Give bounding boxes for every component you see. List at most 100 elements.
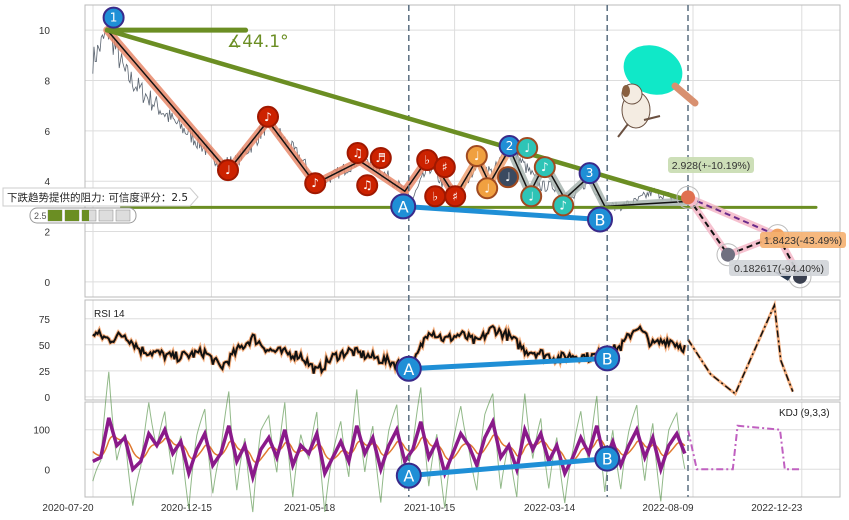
price-y-tick: 2: [44, 228, 50, 239]
price-y-tick: 4: [44, 177, 50, 188]
kdj-y-tick: 0: [44, 465, 50, 476]
price-y-tick: 10: [39, 26, 51, 37]
panel-frame-kdj: [84, 401, 841, 498]
forecast-label: 0.182617(-94.40%): [734, 263, 824, 275]
panel-frame-rsi: [84, 299, 841, 401]
rating-star-filled: [48, 210, 62, 221]
paddle-icon: [623, 45, 683, 95]
paddle-handle: [671, 82, 699, 107]
panel-frames: [84, 4, 841, 498]
marker-note: [497, 166, 519, 189]
marker-label: ♯: [452, 189, 458, 203]
marker-label: ♩: [528, 189, 534, 203]
dog-pingpong-sticker: [617, 45, 699, 138]
dog-ear: [622, 85, 630, 97]
forecast-path: [776, 235, 801, 278]
marker-label: B: [602, 349, 613, 368]
forecast-labels: 2.928(+-10.19%) 1.8423(-43.49%) 0.182617(-…: [668, 157, 846, 276]
rating-value: 2.5: [34, 211, 47, 221]
marker-note: [444, 185, 467, 208]
rsi-forecast-line: [687, 302, 794, 395]
kdj-title: KDJ (9,3,3): [779, 408, 830, 419]
x-tick-label: 2020-12-15: [161, 503, 213, 514]
marker-letter: [395, 462, 422, 489]
forecast-path: [687, 196, 778, 237]
marker-note: [516, 136, 539, 159]
marker-note: [257, 105, 279, 128]
kdj-forecast-line: [687, 424, 800, 471]
dog-leg: [617, 123, 629, 138]
rsi-y-tick: 50: [39, 341, 51, 352]
marker-label: ♭: [424, 153, 430, 167]
rsi-halo: [91, 322, 687, 378]
x-tick-label: 2021-10-15: [404, 503, 456, 514]
rating-stars: [47, 209, 131, 222]
rating-star-filled: [82, 210, 89, 221]
marker-label: 3: [586, 166, 594, 180]
x-tick-label: 2021-05-18: [284, 503, 336, 514]
rsi-y-tick: 75: [39, 315, 51, 326]
marker-note: [346, 142, 369, 165]
price-y-tick: 0: [44, 278, 50, 289]
price-y-tick: 8: [44, 77, 50, 88]
angle-label: ∡44.1°: [227, 32, 289, 52]
panel-frame-price: [84, 4, 841, 298]
forecast-path: [687, 196, 729, 256]
forecast-label-box: [729, 260, 829, 276]
x-tick-label: 2022-03-14: [524, 503, 576, 514]
marker-label: ♩: [225, 163, 231, 177]
marker-note: [304, 172, 327, 195]
forecast-point: [721, 247, 735, 262]
forecast-ring: [676, 185, 700, 209]
forecast-point: [681, 190, 695, 205]
price-y-tick: 6: [44, 127, 50, 138]
marker-label: ♭: [432, 189, 438, 203]
forecast-label-box: [760, 232, 846, 248]
marker-letter: [587, 206, 613, 233]
marker-label: A: [403, 467, 414, 486]
marker-label: ♫: [362, 178, 373, 192]
forecast-ring: [716, 243, 740, 267]
marker-label: ♪: [541, 160, 549, 174]
marker-label: ♩: [505, 170, 511, 184]
kdj-y-tick: 100: [33, 426, 50, 437]
marker-label: ♫: [352, 146, 363, 160]
marker-label: B: [602, 450, 613, 469]
marker-note: [476, 177, 499, 200]
rating-star-empty: [98, 209, 114, 222]
marker-label: ♩: [474, 149, 480, 163]
marker-note: [217, 159, 239, 182]
note-arrow-box: [2, 187, 199, 207]
x-tick-label: 2022-08-09: [642, 503, 694, 514]
marker-label: 1: [110, 11, 118, 25]
resistance-trendline: [104, 27, 691, 203]
marker-label: ♪: [264, 110, 272, 124]
x-tick-label: 2020-07-20: [42, 503, 94, 514]
marker-label: 2: [506, 139, 514, 153]
marker-note: [356, 174, 379, 197]
marker-number: [102, 6, 125, 29]
series: [91, 23, 800, 513]
rsi-title: RSI 14: [94, 309, 125, 320]
forecast-label-box: [668, 157, 754, 173]
marker-label: ♯: [442, 160, 448, 174]
rsi-y-tick: 25: [39, 367, 51, 378]
marker-letter: [594, 445, 621, 472]
forecast-label: 2.928(+-10.19%): [672, 160, 751, 172]
marker-note: [520, 185, 543, 208]
resistance-note: 下跌趋势提供的阻力: 可信度评分：2.5 2.5: [2, 187, 199, 224]
marker-label: ♩: [524, 141, 530, 155]
marker-label: B: [595, 210, 606, 229]
marker-note: [433, 156, 456, 179]
marker-letter: [594, 345, 621, 372]
marker-note: [533, 156, 556, 179]
marker-label: ♬: [375, 151, 386, 165]
ab-line-rsi: [406, 355, 610, 372]
marker-note: [465, 145, 488, 168]
marker-label: ♪: [559, 198, 567, 212]
dog-leg: [643, 115, 661, 121]
forecast-label: 1.8423(-43.49%): [764, 235, 842, 247]
ab-line-price: [400, 203, 603, 222]
